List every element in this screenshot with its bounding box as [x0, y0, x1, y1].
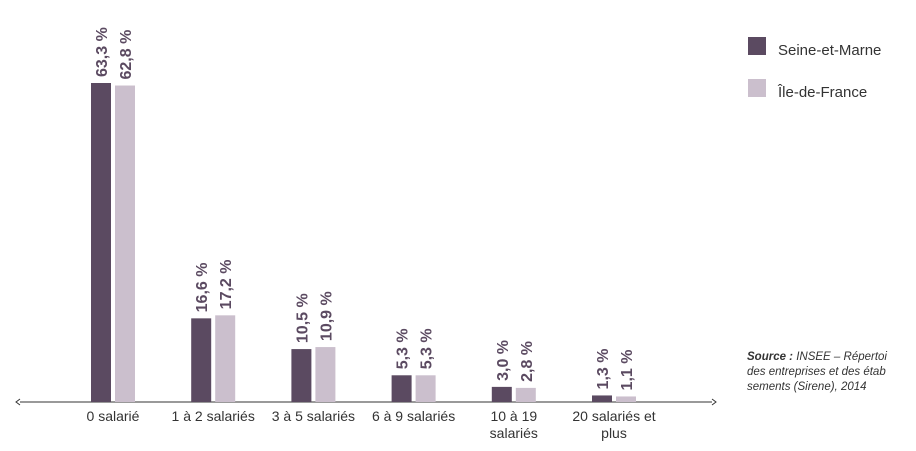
x-tick-label: 3 à 5 salariés	[271, 408, 356, 424]
legend-swatch	[748, 79, 766, 97]
value-label: 63,3 %	[94, 27, 111, 77]
bar	[616, 396, 636, 402]
axis-arrows	[15, 398, 717, 406]
bar	[191, 318, 212, 402]
value-label: 16,6 %	[194, 263, 211, 313]
value-label: 10,9 %	[318, 291, 335, 341]
legend-swatch	[748, 37, 766, 55]
source-line: sements (Sirene), 2014	[747, 381, 867, 393]
bar	[91, 83, 111, 402]
value-label: 1,1 %	[619, 350, 636, 391]
source: Source : INSEE – Répertoi des entreprises…	[747, 350, 916, 395]
bar	[592, 395, 612, 402]
value-label: 5,3 %	[395, 328, 412, 369]
value-label: 1,3 %	[595, 349, 612, 390]
source-line: INSEE – Répertoi	[793, 351, 887, 363]
bar	[315, 347, 336, 402]
x-tick-label: 6 à 9 salariés	[371, 408, 456, 424]
source-label: Source :	[747, 351, 794, 363]
bar	[391, 375, 412, 402]
value-label: 62,8 %	[118, 30, 135, 80]
legend-label: Île-de-France	[777, 84, 867, 101]
value-label: 17,2 %	[218, 260, 235, 310]
bar	[215, 315, 236, 402]
bar	[515, 387, 536, 402]
value-label: 5,3 %	[419, 328, 436, 369]
value-label: 10,5 %	[294, 293, 311, 343]
x-tick-label: 10 à 19 salariés	[489, 408, 538, 441]
bar	[415, 375, 436, 402]
bar	[291, 349, 312, 402]
bar	[115, 85, 135, 402]
value-label: 3,0 %	[495, 340, 512, 381]
x-tick-label: 0 salarié	[86, 408, 140, 424]
x-tick-label: 1 à 2 salariés	[171, 408, 255, 424]
bar	[491, 386, 512, 402]
source-line: des entreprises et des étab	[747, 366, 886, 378]
x-tick-label: 20 salariés et plus	[572, 408, 656, 441]
value-label: 2,8 %	[519, 341, 536, 382]
legend-label: Seine-et-Marne	[778, 42, 881, 59]
